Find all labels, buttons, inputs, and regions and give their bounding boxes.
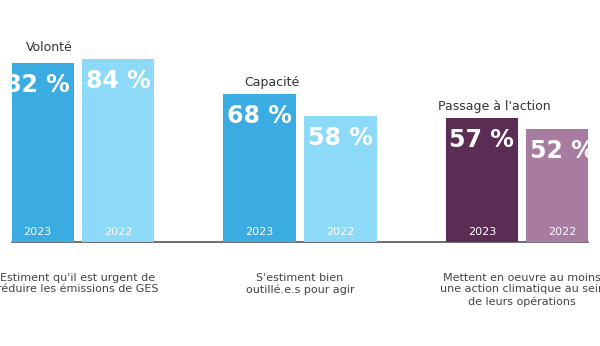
Text: Passage à l'action: Passage à l'action: [438, 100, 550, 112]
Text: Volonté: Volonté: [26, 40, 73, 54]
Text: 2022: 2022: [104, 227, 132, 237]
Bar: [304, 116, 377, 242]
Text: 58 %: 58 %: [308, 126, 373, 149]
Text: 52 %: 52 %: [530, 139, 595, 163]
Bar: [526, 129, 599, 242]
Bar: [82, 59, 154, 242]
Text: 2023: 2023: [468, 227, 496, 237]
Text: 57 %: 57 %: [449, 128, 514, 152]
Bar: [223, 94, 296, 242]
Text: S'estiment bien
outillé.e.s pour agir: S'estiment bien outillé.e.s pour agir: [245, 273, 355, 295]
Bar: [446, 118, 518, 242]
Text: Capacité: Capacité: [244, 75, 299, 89]
Text: 2023: 2023: [245, 227, 274, 237]
Text: Mettent en oeuvre au moins
une action climatique au sein
de leurs opérations: Mettent en oeuvre au moins une action cl…: [440, 273, 600, 307]
Bar: [1, 63, 74, 242]
Text: 2022: 2022: [548, 227, 577, 237]
Text: 84 %: 84 %: [86, 69, 151, 93]
Text: Estiment qu'il est urgent de
réduire les émissions de GES: Estiment qu'il est urgent de réduire les…: [0, 273, 158, 294]
Text: 82 %: 82 %: [5, 73, 70, 97]
Text: 2022: 2022: [326, 227, 355, 237]
Text: 68 %: 68 %: [227, 104, 292, 128]
Text: 2023: 2023: [23, 227, 52, 237]
